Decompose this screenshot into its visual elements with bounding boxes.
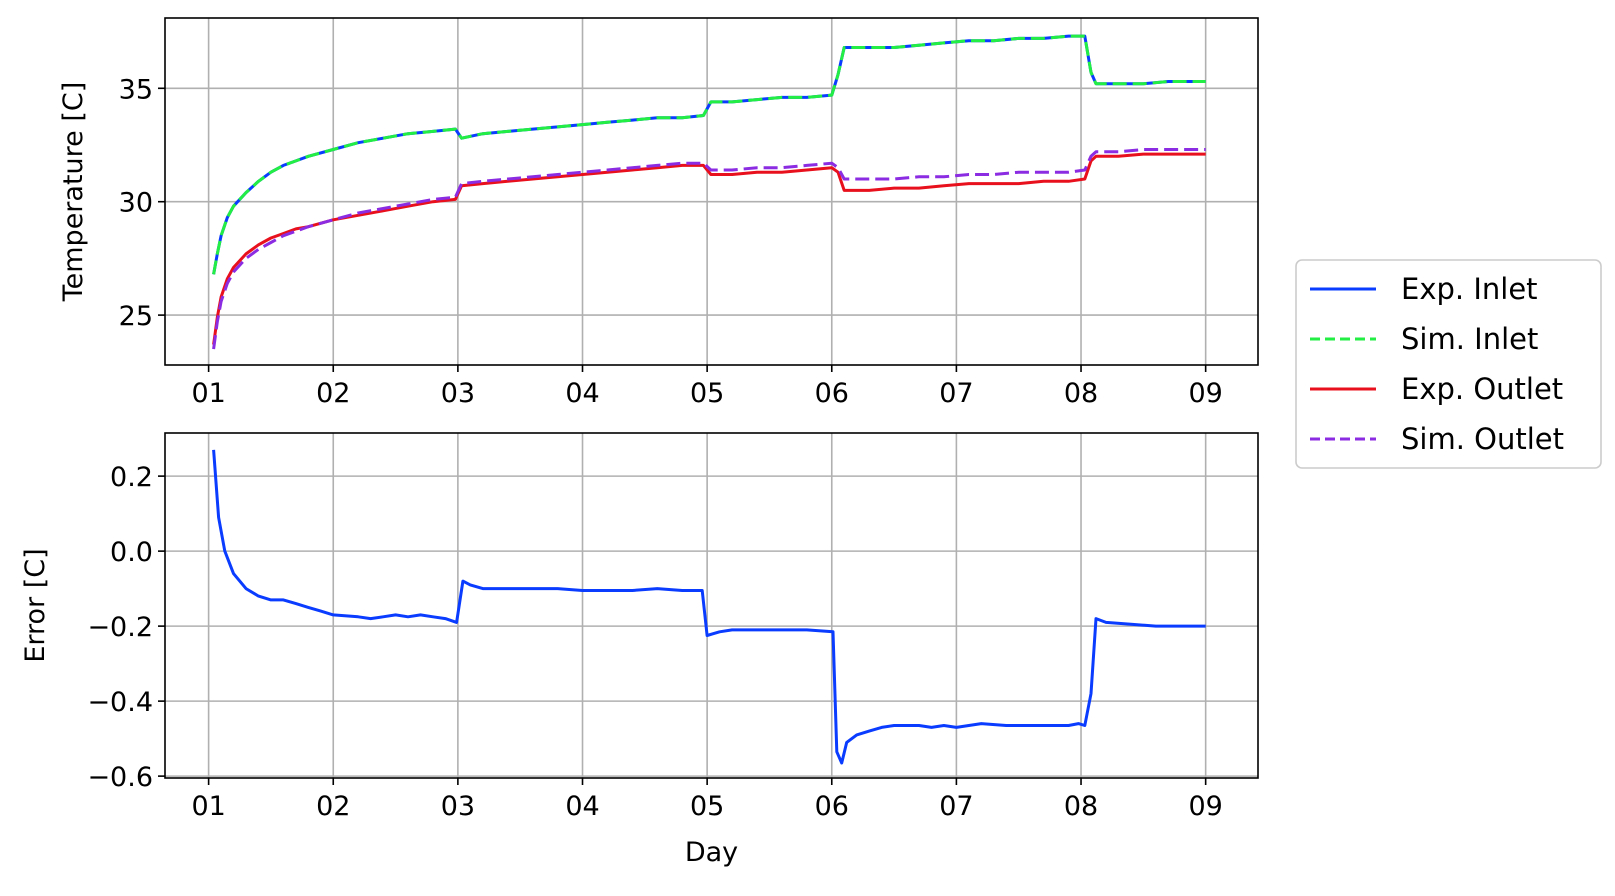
panel1-x-tick-label: 08 [1064, 378, 1098, 409]
panel2-x-tick-label: 03 [441, 791, 475, 822]
panel1-x-tick-label: 09 [1188, 378, 1222, 409]
legend-label: Sim. Inlet [1401, 322, 1538, 356]
legend-label: Sim. Outlet [1401, 422, 1564, 456]
panel1-x-tick-label: 05 [690, 378, 724, 409]
panel1-x-tick-label: 01 [191, 378, 225, 409]
legend-label: Exp. Outlet [1401, 372, 1563, 406]
panel2-y-tick-label: −0.6 [87, 762, 153, 793]
panel1-y-tick-label: 35 [119, 74, 153, 105]
legend-box [1295, 259, 1602, 469]
panel1-x-tick-label: 06 [815, 378, 849, 409]
legend-label: Exp. Inlet [1401, 272, 1538, 306]
panel2-x-tick-label: 02 [316, 791, 350, 822]
panel1-y-axis-label: Temperature [C] [58, 82, 89, 303]
panel1-x-tick-label: 03 [441, 378, 475, 409]
panel2-x-tick-label: 05 [690, 791, 724, 822]
panel2-axes-frame [164, 432, 1259, 779]
panel2-x-tick-label: 08 [1064, 791, 1098, 822]
panel1-series-line-exp-outlet [212, 152, 1206, 345]
panel1-axes-frame [164, 17, 1259, 366]
panel1-x-tick-label: 07 [939, 378, 973, 409]
panel1-x-tick-label: 04 [565, 378, 599, 409]
panel2-x-tick-label: 04 [565, 791, 599, 822]
panel1-series-line-exp-inlet [212, 34, 1206, 275]
panel2-x-tick-label: 06 [815, 791, 849, 822]
panel2-y-tick-label: 0.2 [110, 462, 153, 493]
panel2-x-tick-label: 01 [191, 791, 225, 822]
panel1-x-tick-label: 02 [316, 378, 350, 409]
panel2-x-tick-label: 09 [1188, 791, 1222, 822]
panel1-series-line-sim-inlet [212, 34, 1206, 275]
panel2-series-line-error [212, 449, 1206, 765]
panel1-series-line-sim-outlet [212, 148, 1206, 350]
panel2-y-tick-label: 0.0 [110, 537, 153, 568]
panel2-y-tick-label: −0.2 [87, 612, 153, 643]
panel2-y-axis-label: Error [C] [20, 548, 51, 662]
panel1-y-tick-label: 25 [119, 301, 153, 332]
panel2-x-tick-label: 07 [939, 791, 973, 822]
panel2-y-tick-label: −0.4 [87, 687, 153, 718]
panel2-x-axis-label: Day [685, 837, 738, 868]
panel1-y-tick-label: 30 [119, 188, 153, 219]
